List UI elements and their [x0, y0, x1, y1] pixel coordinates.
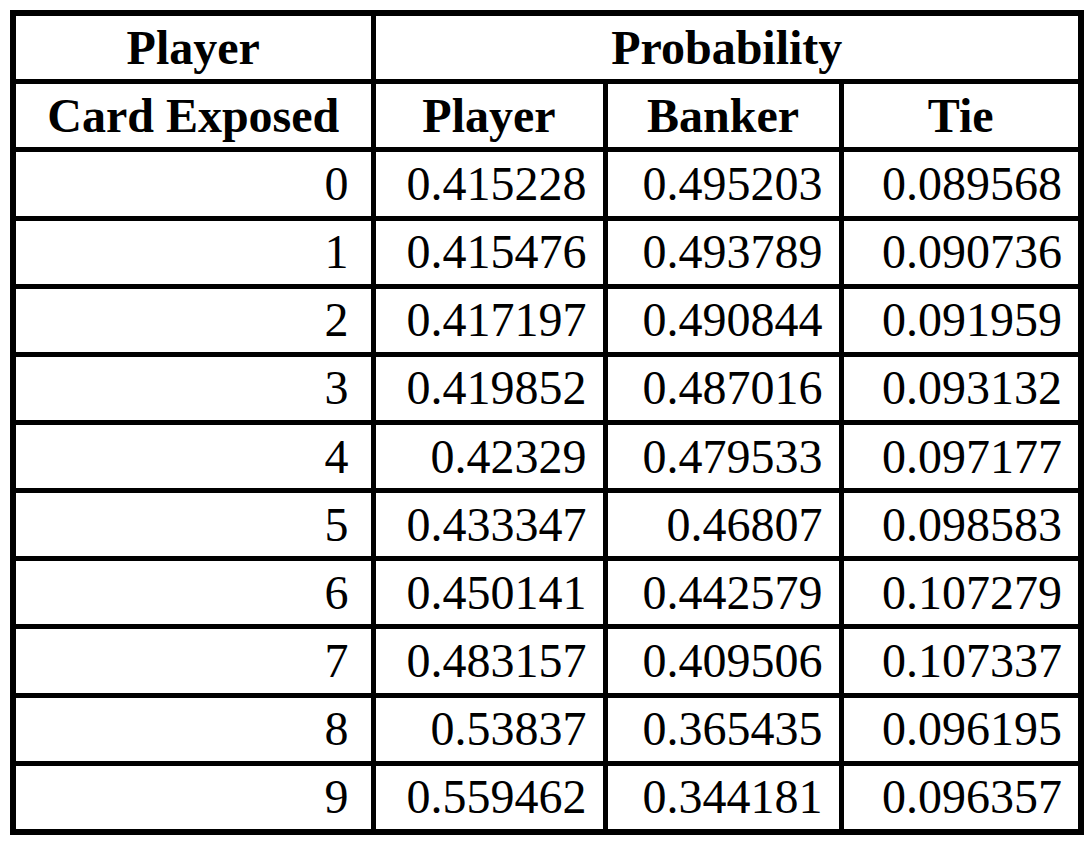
- tie-prob-cell: 0.098583: [841, 491, 1081, 559]
- group-header-player: Player: [13, 13, 373, 82]
- tie-prob-cell: 0.096357: [841, 763, 1081, 832]
- probability-table: Player Probability Card Exposed Player B…: [10, 10, 1084, 835]
- player-prob-cell: 0.415228: [373, 150, 605, 218]
- player-prob-cell: 0.419852: [373, 354, 605, 422]
- card-exposed-cell: 5: [13, 491, 373, 559]
- player-prob-cell: 0.559462: [373, 763, 605, 832]
- column-header-card-exposed: Card Exposed: [13, 82, 373, 150]
- group-header-probability: Probability: [373, 13, 1081, 82]
- tie-prob-cell: 0.091959: [841, 286, 1081, 354]
- table-row: 7 0.483157 0.409506 0.107337: [13, 627, 1081, 695]
- column-header-row: Card Exposed Player Banker Tie: [13, 82, 1081, 150]
- tie-prob-cell: 0.097177: [841, 422, 1081, 490]
- table-row: 6 0.450141 0.442579 0.107279: [13, 559, 1081, 627]
- player-prob-cell: 0.433347: [373, 491, 605, 559]
- table-row: 8 0.53837 0.365435 0.096195: [13, 695, 1081, 763]
- player-prob-cell: 0.42329: [373, 422, 605, 490]
- banker-prob-cell: 0.490844: [605, 286, 841, 354]
- tie-prob-cell: 0.107337: [841, 627, 1081, 695]
- card-exposed-cell: 1: [13, 218, 373, 286]
- banker-prob-cell: 0.479533: [605, 422, 841, 490]
- player-prob-cell: 0.450141: [373, 559, 605, 627]
- tie-prob-cell: 0.107279: [841, 559, 1081, 627]
- table-row: 9 0.559462 0.344181 0.096357: [13, 763, 1081, 832]
- table-row: 3 0.419852 0.487016 0.093132: [13, 354, 1081, 422]
- tie-prob-cell: 0.089568: [841, 150, 1081, 218]
- column-header-banker: Banker: [605, 82, 841, 150]
- table-row: 4 0.42329 0.479533 0.097177: [13, 422, 1081, 490]
- card-exposed-cell: 8: [13, 695, 373, 763]
- card-exposed-cell: 9: [13, 763, 373, 832]
- player-prob-cell: 0.53837: [373, 695, 605, 763]
- banker-prob-cell: 0.46807: [605, 491, 841, 559]
- table-row: 2 0.417197 0.490844 0.091959: [13, 286, 1081, 354]
- banker-prob-cell: 0.344181: [605, 763, 841, 832]
- card-exposed-cell: 0: [13, 150, 373, 218]
- banker-prob-cell: 0.495203: [605, 150, 841, 218]
- card-exposed-cell: 3: [13, 354, 373, 422]
- table-row: 5 0.433347 0.46807 0.098583: [13, 491, 1081, 559]
- card-exposed-cell: 6: [13, 559, 373, 627]
- table-row: 0 0.415228 0.495203 0.089568: [13, 150, 1081, 218]
- card-exposed-cell: 4: [13, 422, 373, 490]
- column-header-tie: Tie: [841, 82, 1081, 150]
- tie-prob-cell: 0.093132: [841, 354, 1081, 422]
- player-prob-cell: 0.417197: [373, 286, 605, 354]
- table-row: 1 0.415476 0.493789 0.090736: [13, 218, 1081, 286]
- group-header-row: Player Probability: [13, 13, 1081, 82]
- card-exposed-cell: 2: [13, 286, 373, 354]
- banker-prob-cell: 0.493789: [605, 218, 841, 286]
- player-prob-cell: 0.415476: [373, 218, 605, 286]
- banker-prob-cell: 0.442579: [605, 559, 841, 627]
- banker-prob-cell: 0.487016: [605, 354, 841, 422]
- banker-prob-cell: 0.409506: [605, 627, 841, 695]
- card-exposed-cell: 7: [13, 627, 373, 695]
- column-header-player: Player: [373, 82, 605, 150]
- player-prob-cell: 0.483157: [373, 627, 605, 695]
- tie-prob-cell: 0.096195: [841, 695, 1081, 763]
- tie-prob-cell: 0.090736: [841, 218, 1081, 286]
- banker-prob-cell: 0.365435: [605, 695, 841, 763]
